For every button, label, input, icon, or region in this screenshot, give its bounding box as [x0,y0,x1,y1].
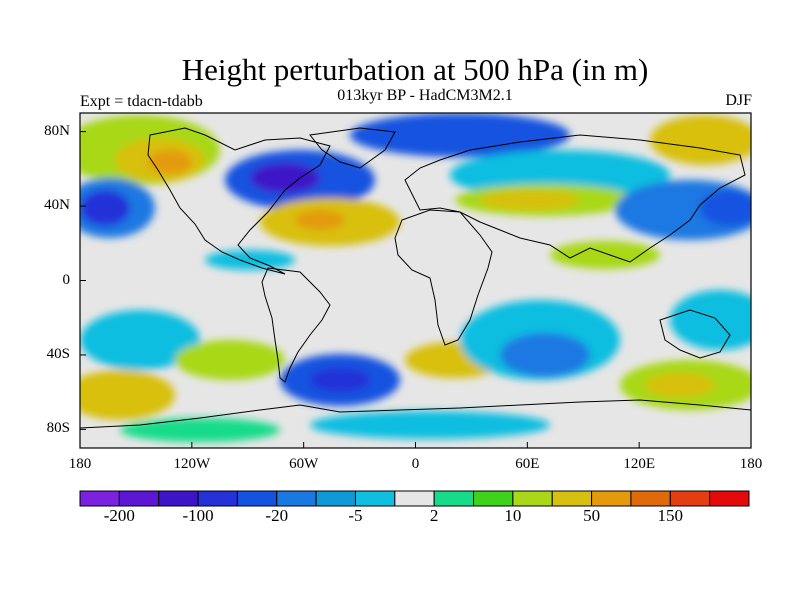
colorbar-label: -20 [265,506,289,525]
lon-tick-label: 0 [411,456,420,472]
coast-eurasia [404,134,746,263]
anomaly-antarctic [310,411,550,439]
anomaly-coral-sea [670,290,751,350]
anomaly-drake-low-core [310,368,370,392]
lat-tick-label: 80S [46,420,70,437]
colorbar-swatch [158,490,199,507]
anomaly-india-high [550,241,660,269]
colorbar-label: -100 [182,506,214,525]
anomaly-sub-pacific [80,310,200,370]
coast-north-america [147,127,331,275]
anomaly-ross-sea [120,418,280,442]
colorbar-label: 2 [429,506,439,525]
anomaly-canada-low-core [250,163,320,193]
lat-tick-label: 80N [44,122,70,139]
colorbar-swatch [394,490,435,507]
colorbar-swatch [591,490,632,507]
colorbar-swatch [276,490,317,507]
anomaly-south-pacific-high [80,370,175,420]
colorbar-swatch [315,490,356,507]
colorbar-label: -200 [103,506,135,525]
colorbar-swatch [473,490,514,507]
anomaly-atlantic-high-core [295,210,345,230]
anomaly-north-pacific-low-core [80,190,130,226]
colorbar-label: 50 [583,506,601,525]
colorbar-swatch [630,490,671,507]
colorbar-swatch [354,490,396,507]
anomaly-indian-low-core [500,333,590,377]
anomaly-siberia-high [650,115,751,165]
plot-title: Height perturbation at 500 hPa (in m) [181,52,649,87]
colorbar-label: 150 [657,506,684,525]
lon-tick-label: 180 [68,456,92,472]
colorbar-label: -5 [348,506,363,525]
experiment-label: Expt = tdacn-tdabb [80,93,203,110]
anomaly-caribbean [205,250,295,270]
colorbar-swatch [236,490,278,507]
colorbar-swatch [512,490,553,507]
coast-south-america [261,267,331,383]
coast-antarctica [80,399,751,429]
coastlines [80,127,751,429]
season-label: DJF [725,92,752,109]
anomaly-nw-pacific-low-core [700,190,751,226]
colorbar-swatch [433,490,475,507]
plot-subtitle: 013kyr BP - HadCM3M2.1 [337,87,513,104]
axis-ticks [79,131,752,448]
coast-greenland [309,127,396,169]
lat-tick-label: 40S [46,345,70,362]
coast-australia [659,309,731,359]
anomaly-alaska-peak [148,150,192,174]
colorbar [79,490,750,507]
anomaly-australia-high-core [645,373,715,397]
lon-tick-label: 60W [289,456,319,472]
colorbar-label: 10 [504,506,522,525]
colorbar-swatch [709,490,750,507]
lon-tick-label: 120W [173,456,211,472]
coast-africa [394,209,493,346]
colorbar-swatch [197,490,238,507]
colorbar-swatch [551,490,593,507]
anomaly-field [80,113,751,448]
lon-tick-label: 180 [739,456,763,472]
lat-tick-label: 0 [62,271,71,288]
anomaly-arctic-low [350,113,570,157]
anomaly-south-pacific-high-2 [175,340,285,380]
anomaly-mideast-high-core [480,190,580,210]
lon-tick-label: 120E [623,456,655,472]
lon-tick-label: 60E [515,456,540,472]
colorbar-swatch [118,490,160,507]
colorbar-swatch [79,490,120,507]
colorbar-swatch [669,490,711,507]
lat-tick-label: 40N [44,197,70,214]
